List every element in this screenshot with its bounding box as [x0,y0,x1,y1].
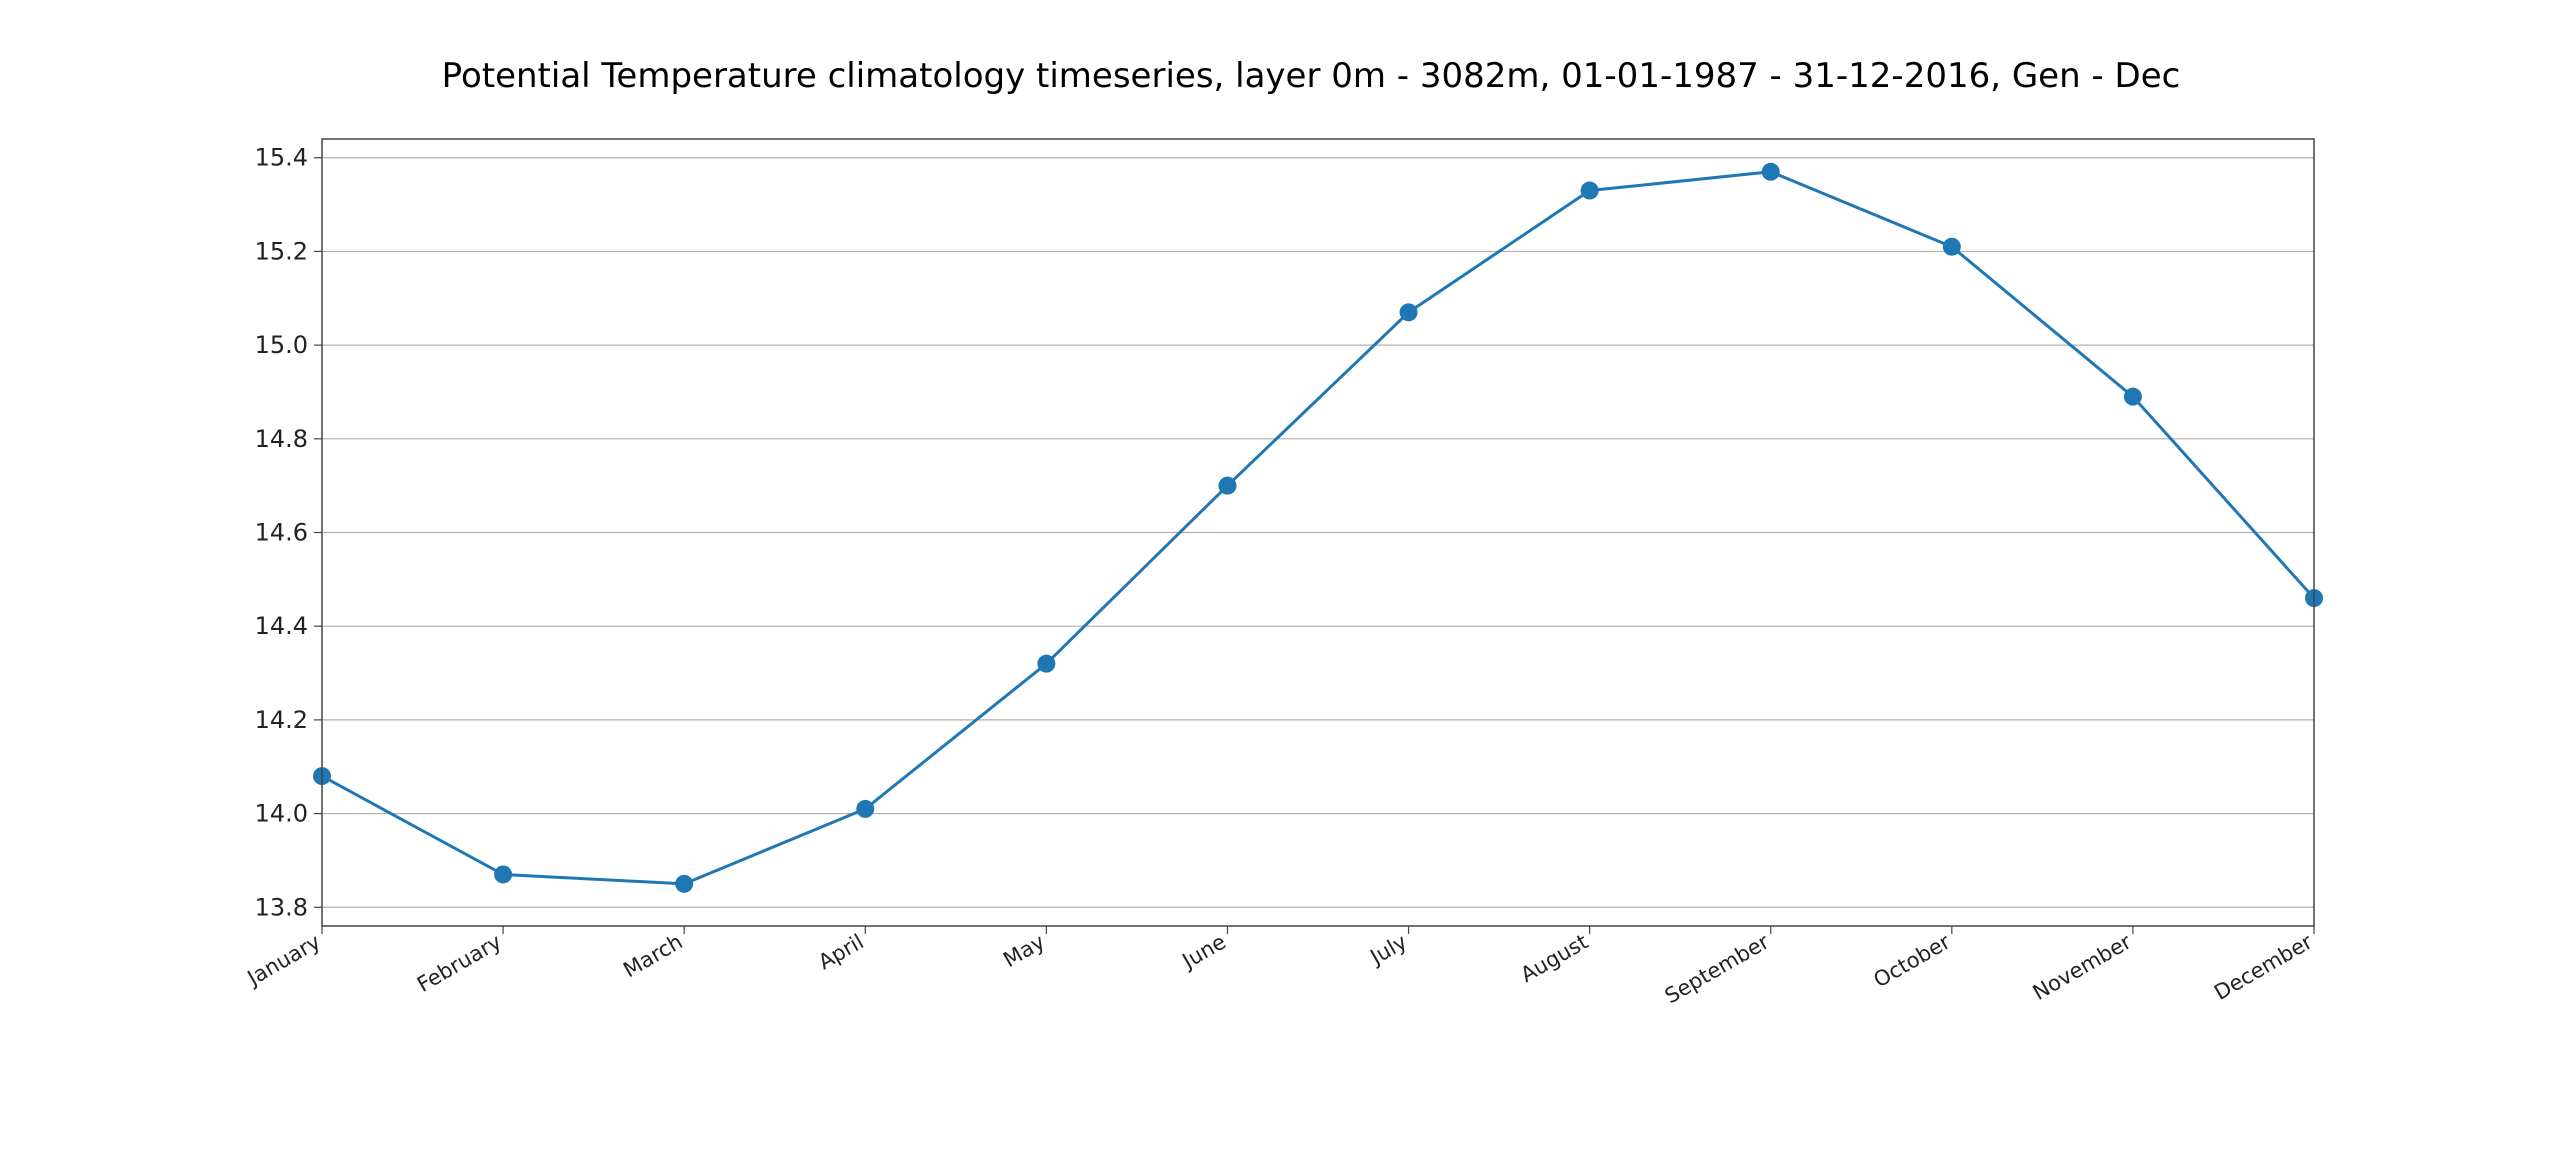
y-tick-label: 15.0 [255,331,308,359]
data-point [1399,303,1418,322]
y-tick-label: 13.8 [255,893,308,921]
data-point [494,865,513,884]
data-point [856,799,875,818]
y-tick-label: 14.6 [255,519,308,547]
data-point [1037,654,1056,673]
chart-title: Potential Temperature climatology timese… [442,56,2181,96]
grid [322,157,2314,908]
y-tick-label: 14.8 [255,425,308,453]
series-line-path [321,170,2316,886]
y-tick-label: 15.2 [255,237,308,265]
y-tick-label: 15.4 [255,144,308,172]
data-point [1580,181,1599,200]
y-tick-label: 14.0 [255,800,308,828]
data-point [1218,476,1237,495]
data-point [2123,387,2142,406]
plot-frame [321,138,2315,927]
series-line [313,162,2323,893]
data-point [1761,162,1780,181]
data-point [1942,237,1961,256]
y-axis-ticks: 13.8 14.0 14.2 14.4 14.6 14.8 15.0 15.2 15.4 [255,144,322,921]
data-point [675,874,694,893]
y-tick-label: 14.2 [255,706,308,734]
y-tick-label: 14.4 [255,612,308,640]
